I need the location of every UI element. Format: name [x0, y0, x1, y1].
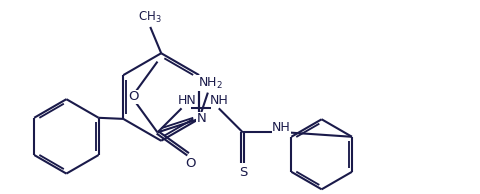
Text: HN: HN: [178, 94, 196, 107]
Text: S: S: [240, 166, 248, 179]
Text: O: O: [185, 158, 195, 171]
Text: O: O: [129, 90, 139, 104]
Text: N: N: [196, 112, 206, 125]
Text: NH$_2$: NH$_2$: [198, 75, 223, 91]
Text: NH: NH: [272, 121, 291, 134]
Text: CH$_3$: CH$_3$: [138, 10, 162, 25]
Text: NH: NH: [209, 94, 228, 107]
